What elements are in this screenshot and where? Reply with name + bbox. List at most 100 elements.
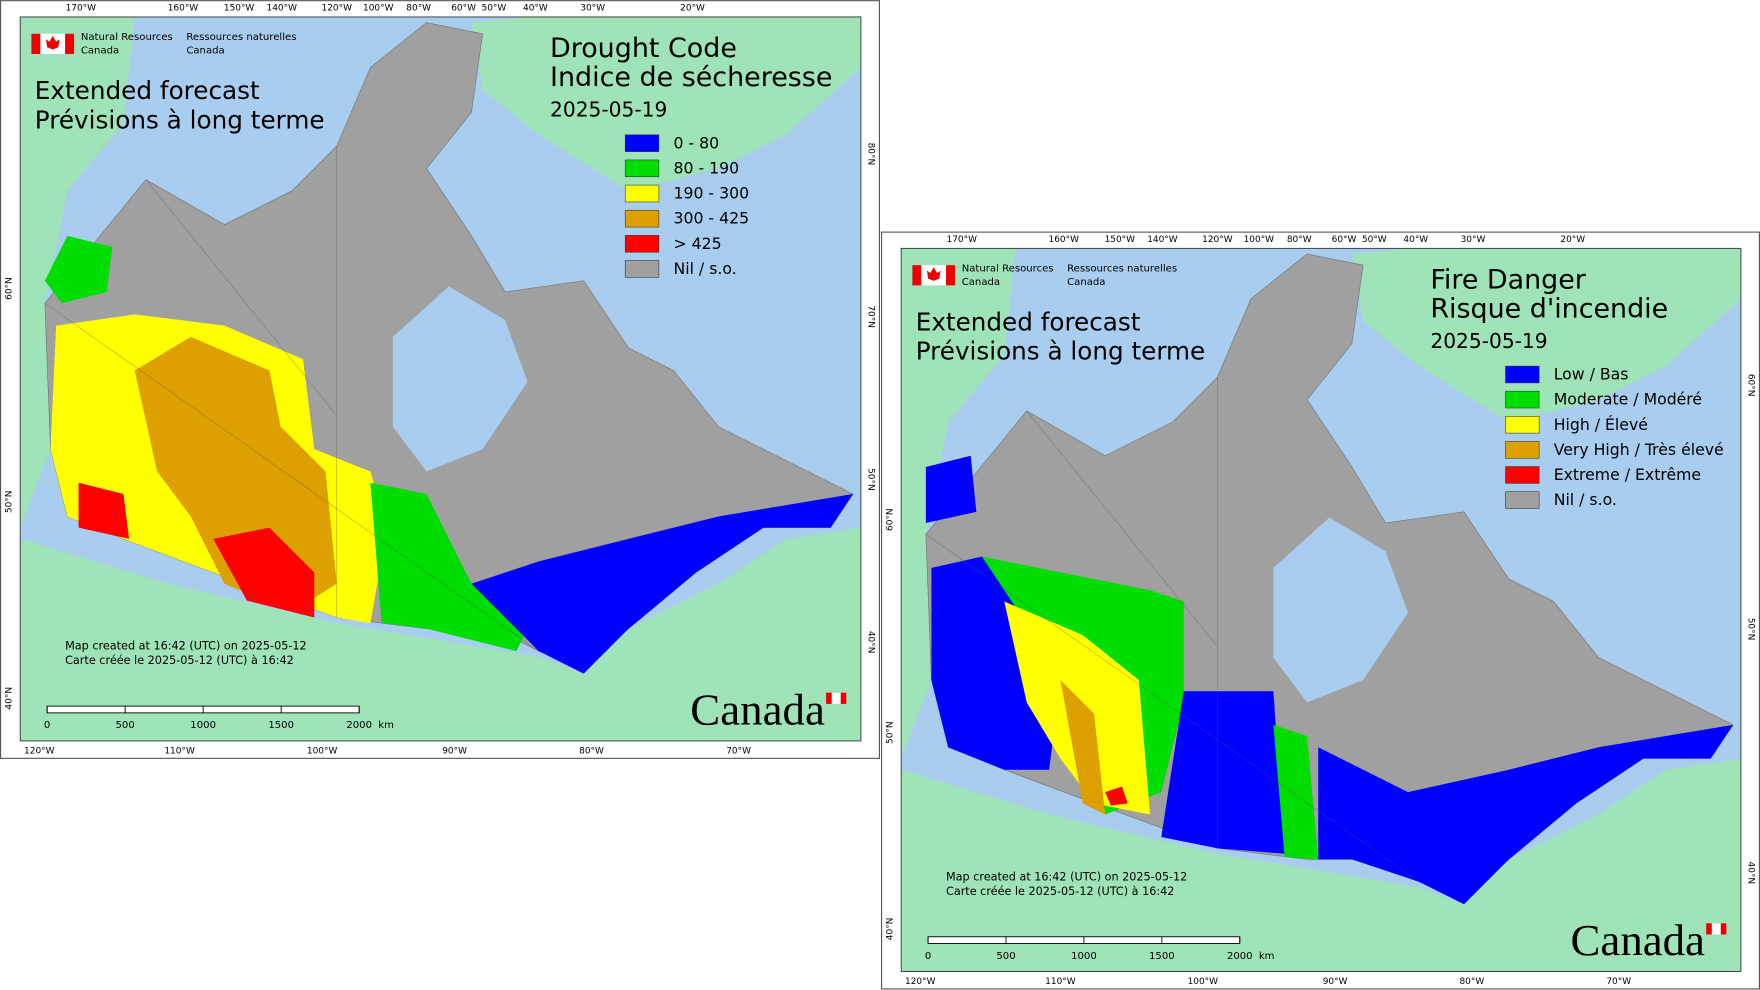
map-border [19,16,862,742]
legend-swatch [1505,365,1540,384]
longitude-label: 20°W [1560,235,1585,245]
scale-label: 1000 [1071,951,1097,962]
scale-label: 1500 [1149,951,1175,962]
map-area [20,16,861,741]
maple-leaf [46,36,60,50]
legend-label: 190 - 300 [673,184,749,203]
latitude-label: 40°N [866,631,876,654]
hazard-zone [213,527,315,618]
map-title: Fire Danger [1430,264,1586,295]
latitude-label: 40°N [885,918,895,941]
hazard-zone [134,336,337,612]
scale-label: 500 [116,720,135,731]
longitude-label: 80°W [1459,977,1484,987]
longitude-label: 160°W [1049,235,1080,245]
longitude-label: 100°W [307,747,338,757]
longitude-label: 100°W [363,3,394,13]
legend-swatch [624,134,660,152]
latitude-label: 60°N [4,277,14,300]
legend-swatch [624,209,660,228]
fire-map: 170°W 160°W 150°W 140°W 120°W 100°W 80°W 60°W 50… [881,231,1760,990]
footer-note: Map created at 16:42 (UTC) on 2025-05-12 [946,870,1187,883]
hazard-zone [925,455,977,524]
wordmark: Canada [690,684,825,734]
legend-label: Moderate / Modéré [1554,390,1702,409]
longitude-label: 160°W [168,3,199,13]
longitude-label: 50°W [1362,235,1387,245]
greenland [471,16,861,191]
hazard-zone [1161,691,1285,854]
longitude-label: 90°W [1323,977,1348,987]
longitude-label: 70°W [726,747,751,757]
latitude-label: 60°N [1746,374,1756,397]
scale-label: 0 [44,720,50,731]
province-border [145,179,337,416]
scale-unit: km [1259,951,1275,962]
longitude-label: 140°W [266,3,297,13]
hazard-zone [1273,724,1319,860]
longitude-label: 150°W [224,3,255,13]
longitude-label: 80°W [1287,235,1312,245]
wordmark-flag-center [831,692,841,704]
scale-unit: km [378,720,394,731]
agency-name: Ressources naturelles [1067,264,1177,275]
map-area [901,248,1741,972]
latitude-label: 80°N [866,143,876,166]
hazard-zone [1318,724,1734,905]
legend-swatch [624,184,660,203]
legend-label: 300 - 425 [673,209,749,228]
longitude-label: 60°W [451,3,476,13]
flag-band [946,265,955,286]
hazard-zone [78,482,130,539]
scale-label: 2000 [1227,951,1253,962]
legend-label: 80 - 190 [673,158,739,177]
footer-note: Carte créée le 2025-05-12 (UTC) à 16:42 [946,885,1174,898]
longitude-label: 100°W [1244,235,1275,245]
longitude-label: 170°W [66,3,97,13]
legend-label: > 425 [673,234,721,253]
longitude-label: 80°W [579,747,604,757]
agency-name: Natural Resources [962,264,1054,275]
map-title: Indice de sécheresse [550,62,832,93]
province-border [44,302,539,652]
latitude-label: 50°N [866,468,876,491]
longitude-label: 120°W [321,3,352,13]
longitude-label: 150°W [1105,235,1136,245]
legend-swatch [1505,441,1540,459]
latitude-label: 70°N [866,305,876,328]
longitude-label: 110°W [1045,977,1076,987]
longitude-label: 140°W [1147,235,1178,245]
longitude-label: 120°W [1202,235,1233,245]
latitude-label: 40°N [1746,862,1756,885]
hazard-zone [1060,680,1106,815]
longitude-label: 100°W [1188,977,1219,987]
hudson-bay [392,286,528,472]
subtitle: Extended forecast [916,307,1141,336]
longitude-label: 170°W [947,235,978,245]
agency-name: Natural Resources [81,32,173,43]
map-border [900,247,1742,972]
legend-label: High / Élevé [1554,415,1648,434]
agency-name: Canada [186,46,224,57]
legend-label: Extreme / Extrême [1554,465,1701,484]
legend-swatch [1505,416,1540,434]
wordmark: Canada [1571,915,1706,965]
legend-swatch [624,159,660,178]
scale-label: 0 [925,951,931,962]
legend-label: Nil / s.o. [1554,490,1617,509]
longitude-label: 40°W [523,3,548,13]
longitude-label: 70°W [1606,977,1631,987]
latitude-label: 50°N [885,721,895,744]
longitude-label: 30°W [580,3,605,13]
subtitle: Extended forecast [35,76,260,105]
maple-leaf [926,267,941,281]
longitude-label: 90°W [442,747,467,757]
latitude-label: 60°N [885,508,895,531]
footer-note: Carte créée le 2025-05-12 (UTC) à 16:42 [65,654,294,667]
longitude-label: 30°W [1461,235,1486,245]
map-date: 2025-05-19 [1430,329,1547,353]
legend-swatch [624,260,660,278]
alaska [901,248,1016,759]
flag-band [912,265,922,286]
